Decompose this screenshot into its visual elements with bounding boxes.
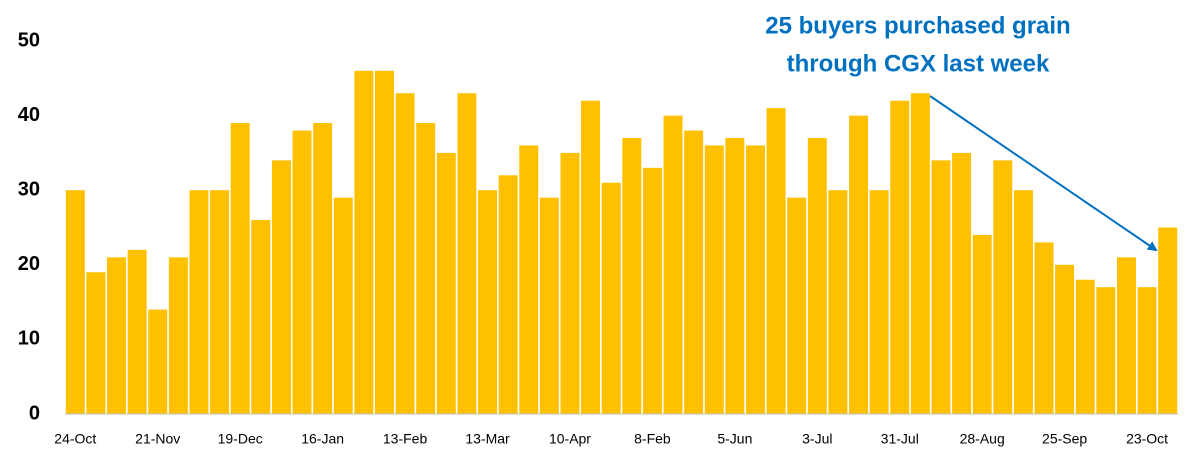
bar [910, 93, 930, 414]
bar [1137, 287, 1157, 414]
bar [581, 100, 601, 415]
x-tick-label: 31-Jul [881, 431, 919, 447]
bar [148, 309, 168, 414]
bar [436, 152, 456, 414]
bar [333, 197, 353, 414]
x-tick-label: 10-Apr [549, 431, 591, 447]
x-tick-label: 5-Jun [717, 431, 752, 447]
bar [1013, 190, 1033, 414]
y-tick-label: 20 [18, 253, 40, 275]
bar [1055, 264, 1075, 414]
x-tick-label: 21-Nov [135, 431, 180, 447]
bar [931, 160, 951, 414]
bar [704, 145, 724, 414]
x-tick-label: 8-Feb [634, 431, 671, 447]
bar [1075, 279, 1095, 414]
bar [745, 145, 765, 414]
bar [189, 190, 209, 414]
bar [416, 123, 436, 414]
y-tick-label: 40 [18, 104, 40, 126]
bar [828, 190, 848, 414]
bar [663, 115, 683, 414]
bar [1034, 242, 1054, 414]
y-tick-label: 30 [18, 178, 40, 200]
x-tick-label: 28-Aug [960, 431, 1005, 447]
bar [271, 160, 291, 414]
bar [478, 190, 498, 414]
bar [869, 190, 889, 414]
bar [230, 123, 250, 414]
bar [807, 137, 827, 415]
bar [787, 197, 807, 414]
x-tick-label: 19-Dec [218, 431, 263, 447]
bar [890, 100, 910, 415]
bar [642, 167, 662, 414]
bar [684, 130, 704, 414]
bar [292, 130, 312, 414]
x-tick-label: 3-Jul [802, 431, 832, 447]
bar [354, 70, 374, 414]
bar [107, 257, 127, 414]
x-tick-label: 23-Oct [1126, 431, 1168, 447]
bar [86, 272, 106, 414]
x-tick-label: 16-Jan [301, 431, 344, 447]
bar [972, 234, 992, 414]
bar [993, 160, 1013, 414]
bar [210, 190, 230, 414]
x-tick-label: 24-Oct [54, 431, 96, 447]
bar [1158, 227, 1178, 414]
bar [539, 197, 559, 414]
bar [952, 152, 972, 414]
x-tick-label: 25-Sep [1042, 431, 1087, 447]
bar [65, 190, 85, 414]
bar [849, 115, 869, 414]
bar [622, 137, 642, 415]
bar [395, 93, 415, 414]
annotation: through CGX last week [787, 50, 1050, 77]
bar [1096, 287, 1116, 414]
y-tick-label: 50 [18, 29, 40, 51]
annotation-arrow [929, 95, 1158, 252]
bar [601, 182, 621, 414]
bar [313, 123, 333, 414]
x-tick-label: 13-Feb [383, 431, 428, 447]
bar [168, 257, 188, 414]
x-tick-label: 13-Mar [465, 431, 510, 447]
bar [725, 137, 745, 415]
bar [560, 152, 580, 414]
bar [374, 70, 394, 414]
bar [766, 108, 786, 414]
bar [1116, 257, 1136, 414]
bar [127, 249, 147, 414]
y-tick-label: 10 [18, 328, 40, 350]
bar [519, 145, 539, 414]
bar [251, 220, 271, 414]
annotation: 25 buyers purchased grain [765, 12, 1070, 39]
bar [457, 93, 477, 414]
y-tick-label: 0 [29, 402, 40, 424]
bar [498, 175, 518, 414]
